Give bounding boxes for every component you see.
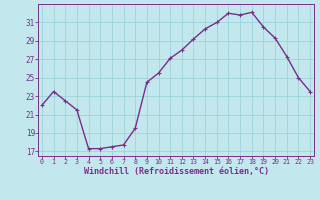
- X-axis label: Windchill (Refroidissement éolien,°C): Windchill (Refroidissement éolien,°C): [84, 167, 268, 176]
